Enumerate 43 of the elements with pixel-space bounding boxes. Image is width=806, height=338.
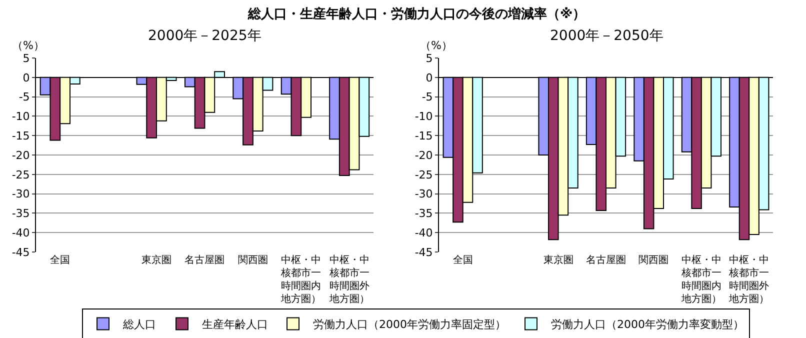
legend-label: 労働力人口（2000年労働力率固定型） (313, 318, 506, 332)
x-tick-label: 名古屋圏 (586, 254, 626, 266)
y-tick-label: -20 (12, 148, 30, 162)
y-tick-label: -40 (414, 226, 433, 240)
y-tick-label: -25 (12, 168, 30, 182)
y-axis-title: （%） (12, 39, 44, 52)
x-tick-label: 全国 (452, 254, 473, 266)
y-tick-label: -10 (12, 110, 30, 124)
y-tick-label: -45 (414, 246, 433, 259)
text: 総人口・生産年齢人口・労働力人口の今後の増減率（※） (247, 6, 586, 22)
y-tick-label: 0 (426, 71, 433, 84)
y-tick-label: -40 (12, 226, 30, 240)
y-tick-label: -35 (12, 207, 30, 220)
x-tick-label: 名古屋圏 (184, 254, 225, 266)
y-tick-label: -25 (414, 168, 433, 182)
y-tick-label: 5 (426, 52, 433, 65)
y-tick-label: -15 (12, 129, 30, 142)
y-tick-label: -15 (414, 129, 433, 142)
y-tick-label: -20 (414, 148, 433, 162)
x-tick-label: 中枢・中核都市一時間圏外地方圏） (728, 254, 770, 305)
y-tick-label: -10 (414, 110, 433, 124)
x-tick-label: 全国 (50, 254, 70, 266)
chart-subtitle: 2000年－2025年 (148, 28, 262, 44)
chart-subtitle: 2000年－2050年 (550, 28, 664, 44)
x-tick-label: 中枢・中核都市一時間圏内地方圏） (680, 254, 722, 305)
y-tick-label: -35 (414, 207, 433, 220)
y-tick-label: -5 (18, 90, 30, 104)
x-tick-label: 東京圏 (142, 254, 172, 266)
y-tick-label: -30 (12, 188, 30, 201)
y-tick-label: -30 (414, 188, 433, 201)
y-tick-label: -5 (422, 90, 433, 104)
x-tick-label: 関西圏 (238, 255, 268, 266)
x-tick-label: 中枢・中核都市一時間圏外地方圏） (328, 254, 370, 305)
y-tick-label: 0 (22, 71, 30, 84)
y-tick-label: 5 (22, 52, 30, 65)
x-tick-label: 中枢・中核都市一時間圏内地方圏） (280, 254, 322, 305)
y-tick-label: -45 (12, 246, 30, 259)
legend-label: 生産年齢人口 (202, 318, 268, 332)
x-tick-label: 東京圏 (543, 254, 574, 266)
legend-label: 労働力人口（2000年労働力率変動型） (551, 318, 744, 332)
y-axis-title: （%） (420, 39, 452, 52)
x-tick-label: 関西圏 (638, 255, 669, 266)
legend-label: 総人口 (122, 318, 156, 332)
